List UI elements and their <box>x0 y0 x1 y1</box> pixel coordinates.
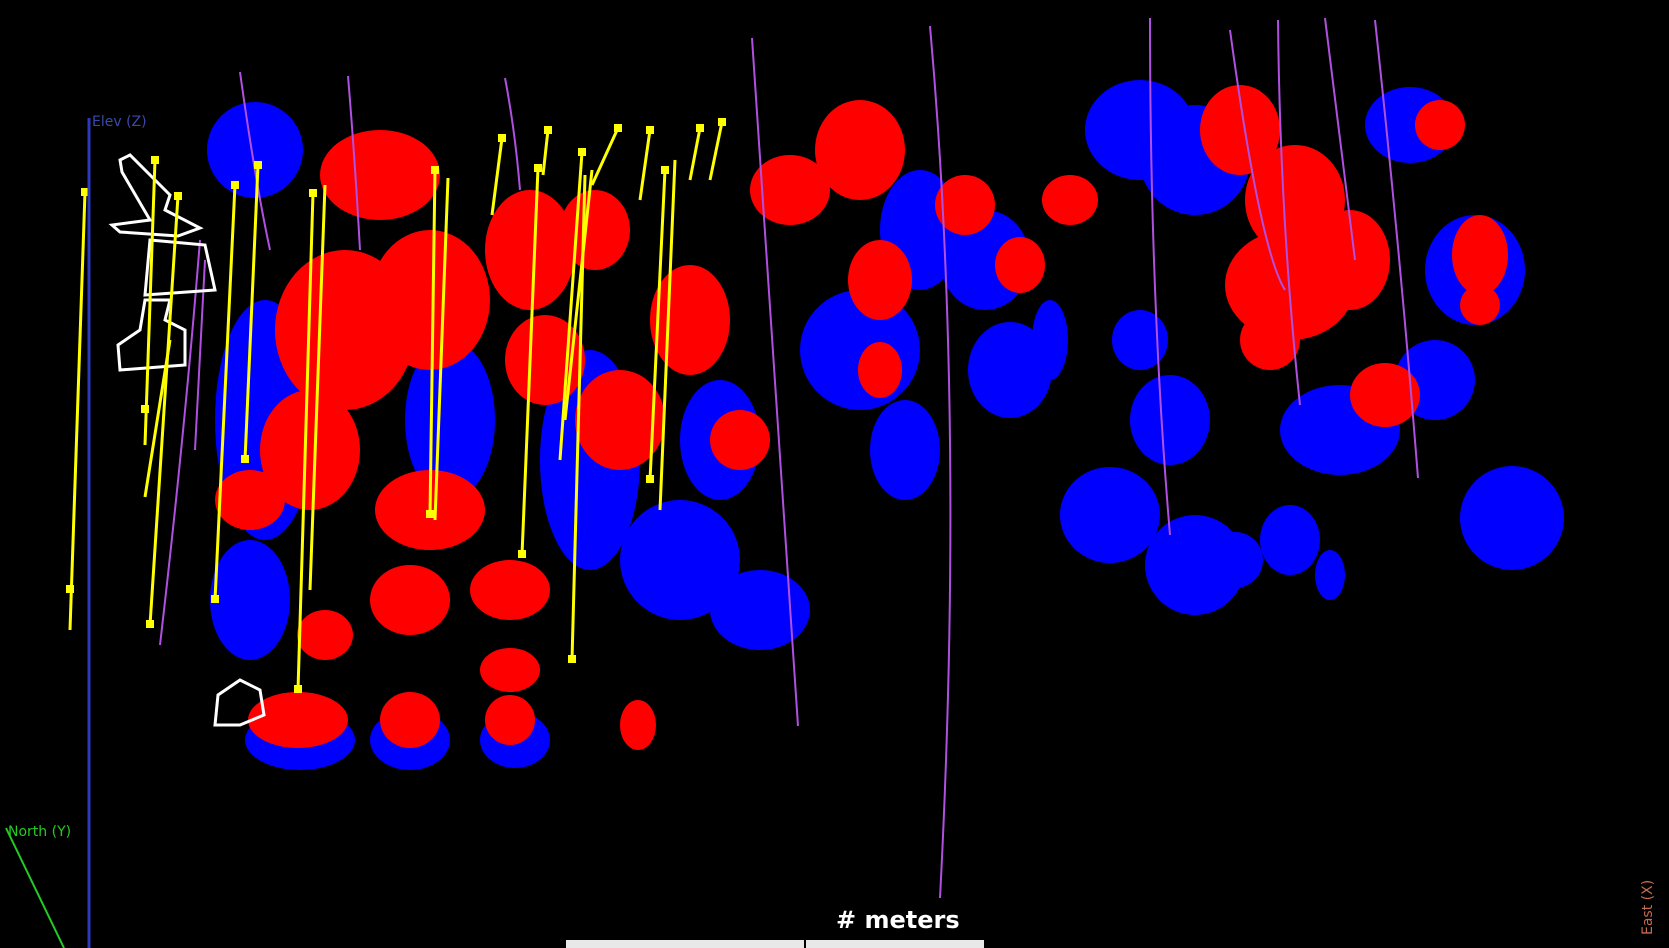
orientation-triad-icon <box>5 118 91 948</box>
drillholes <box>66 118 726 693</box>
scale-bar-segment <box>806 940 984 948</box>
scale-bar <box>566 940 984 948</box>
elev-axis-label: Elev (Z) <box>92 114 147 130</box>
drillhole-markers <box>66 118 726 693</box>
scale-bar-segment <box>566 940 804 948</box>
trace-lines <box>159 17 1419 899</box>
north-axis-label: North (Y) <box>8 824 72 840</box>
white-outlines <box>108 153 266 727</box>
scale-bar-label: # meters <box>836 906 960 934</box>
east-axis-label: East (X) <box>1640 879 1656 935</box>
